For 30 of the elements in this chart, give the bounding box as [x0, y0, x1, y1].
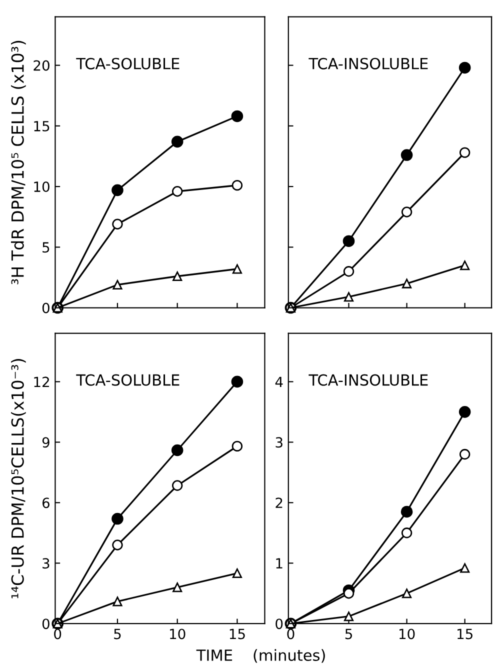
y-tick-label: 3	[276, 437, 282, 448]
y-axis-title: ³H TdR DPM/10⁵ CELLS (x10³)	[10, 40, 26, 284]
x-tick-label: 5	[345, 628, 352, 640]
x-tick-label: 10	[170, 628, 186, 640]
y-tick-label: 20	[34, 60, 50, 71]
x-tick-label: 10	[399, 628, 415, 640]
y-tick-label: 0	[42, 618, 50, 630]
x-tick-label: 0	[287, 628, 294, 640]
y-axis-title: ¹⁴C-UR DPM/10⁵CELLS(x10⁻³)	[11, 359, 26, 598]
x-axis-title: TIME (minutes)	[196, 649, 325, 663]
y-tick-label: 10	[34, 182, 50, 192]
x-tick-label: 15	[458, 628, 472, 640]
y-tick-label: 0	[276, 618, 283, 630]
annotation: TCA-INSOLUBLE	[308, 374, 428, 386]
x-tick-label: 0	[54, 628, 62, 640]
y-tick-label: 12	[34, 376, 49, 387]
y-tick-label: 0	[42, 302, 50, 314]
y-tick-label: 9	[42, 437, 50, 448]
annotation: TCA-INSOLUBLE	[308, 58, 428, 70]
x-tick-label: 5	[114, 628, 121, 640]
y-tick-label: 15	[34, 121, 50, 132]
y-tick-label: 6	[42, 498, 50, 508]
annotation: TCA-SOLUBLE	[76, 58, 180, 70]
y-tick-label: 5	[42, 242, 50, 253]
y-tick-label: 1	[276, 558, 282, 568]
x-tick-label: 15	[230, 628, 245, 640]
annotation: TCA-SOLUBLE	[76, 374, 180, 386]
y-tick-label: 2	[276, 498, 282, 508]
y-tick-label: 4	[275, 376, 283, 387]
y-tick-label: 3	[42, 558, 50, 569]
